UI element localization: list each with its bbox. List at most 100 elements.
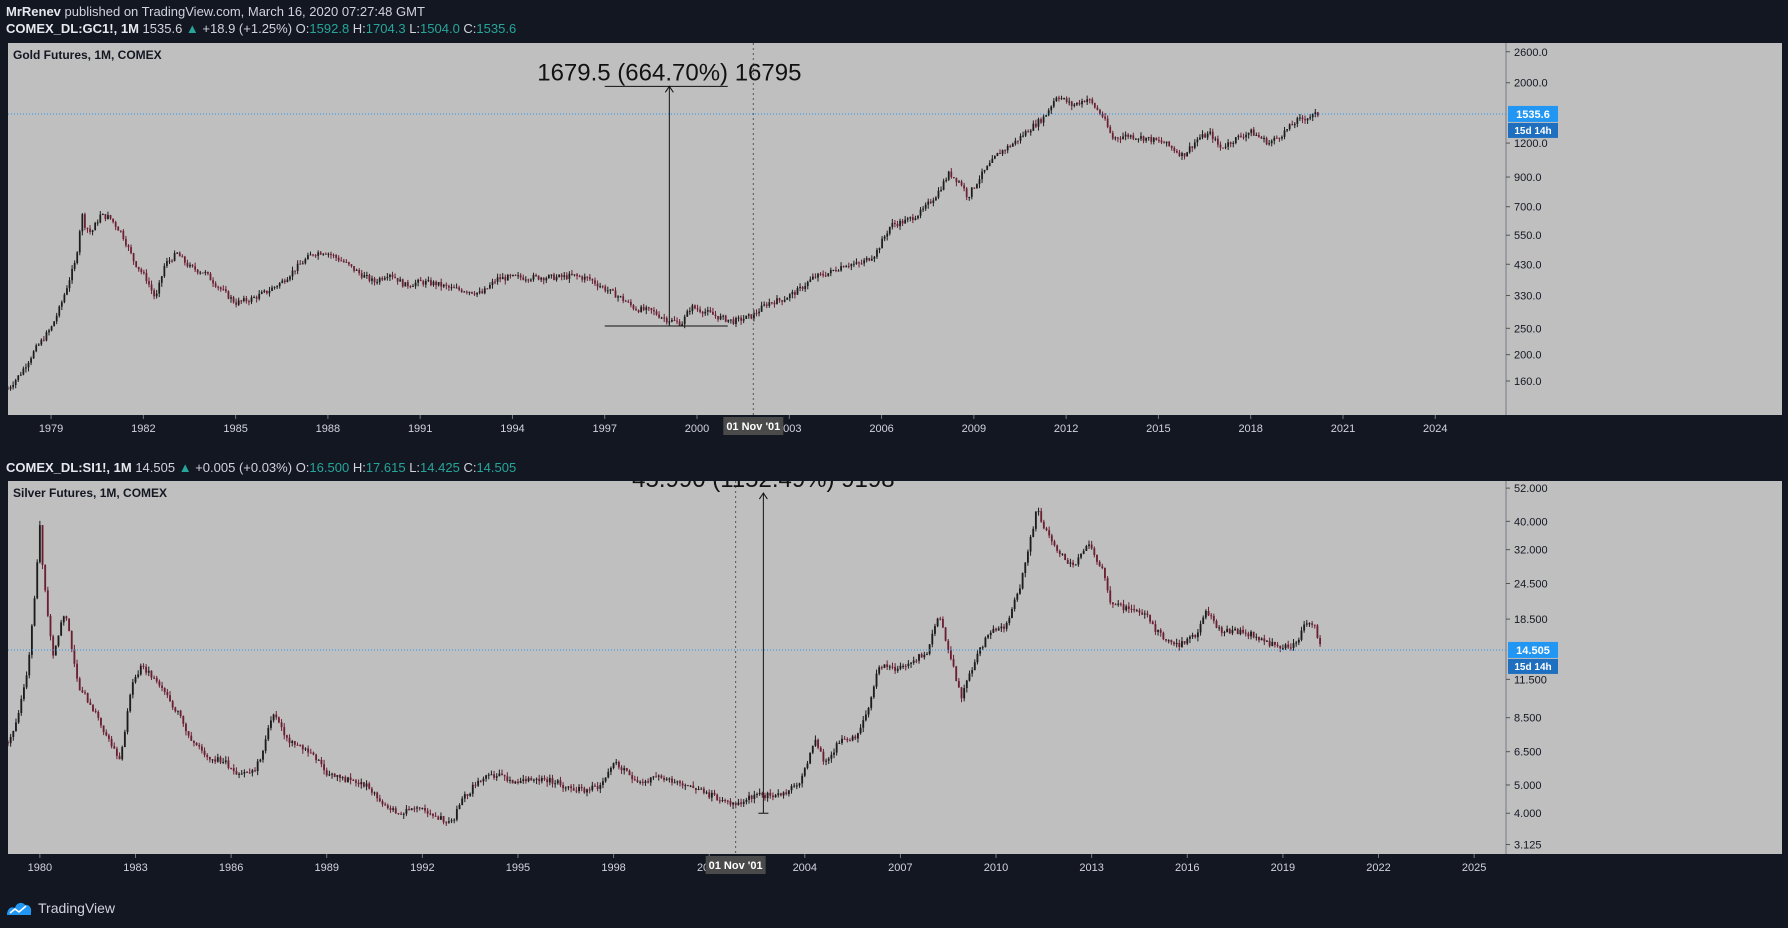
candle-body [1188,146,1191,153]
candle-body [671,778,673,783]
candle-body [519,275,522,278]
candle-body [1109,126,1112,133]
candle-body [463,794,466,799]
candle-body [572,788,575,791]
y-tick-label: 2000.0 [1514,78,1548,90]
candle-body [171,260,173,262]
candle-body [729,319,732,321]
candle-body [957,680,960,688]
up-arrow-icon: ▲ [185,21,199,36]
candle-body [1029,130,1032,133]
candle-body [25,675,28,688]
candle-body [427,280,430,282]
candle-body [347,777,349,783]
candle-body [1239,629,1242,635]
x-tick-label: 2013 [1079,862,1103,874]
candle-body [1068,101,1071,103]
candle-body [1138,610,1141,613]
candle-body [147,670,150,673]
candle-body [219,287,222,290]
candle-body [78,678,81,691]
candle-body [91,230,94,232]
candle-body [150,284,153,291]
candle-body [509,779,511,781]
author-name[interactable]: MrRenev [6,4,61,19]
candle-body [230,767,233,769]
candle-body [909,217,912,219]
gold-chart-panel[interactable]: Gold Futures, 1M, COMEX 2600.0 2000.0 1200.… [8,43,1782,453]
candle-body [421,808,424,810]
candle-body [740,317,742,321]
candle-body [809,279,812,282]
candle-body [348,262,350,265]
candle-body [965,680,968,689]
candle-body [478,291,481,293]
y-tick-label: 32.000 [1514,545,1548,557]
candle-body [787,790,790,795]
candle-body [126,711,129,732]
candle-body [1124,134,1127,137]
candle-body [519,781,522,784]
candle-body [1168,141,1171,146]
candle-body [391,274,394,277]
candle-body [495,776,498,778]
candle-body [778,298,781,301]
candle-body [1186,638,1189,644]
candle-body [770,302,773,304]
candle-body [1004,150,1007,152]
candle-body [1064,553,1067,560]
candle-body [1008,618,1011,623]
candle-body [1206,133,1209,138]
y-tick-label: 8.500 [1514,713,1542,725]
candle-body [683,316,686,325]
candle-body [335,255,337,258]
candle-body [1207,610,1210,616]
silver-chart[interactable]: Silver Futures, 1M, COMEX 52.000 40.000 32.… [8,481,1782,892]
candle-body [1019,135,1022,141]
candle-body [254,770,256,772]
candle-body [546,779,549,783]
candle-body [376,282,378,284]
candle-body [888,666,891,668]
candle-body [22,368,25,375]
candle-body [494,281,496,283]
gold-symbol[interactable]: COMEX_DL:GC1!, 1M [6,21,139,36]
candle-body [371,278,373,281]
candle-body [358,269,361,274]
candle-body [181,256,184,258]
candle-body [635,308,637,311]
candle-body [602,781,604,785]
candle-body [260,292,263,294]
candle-body [663,777,665,780]
silver-symbol[interactable]: COMEX_DL:SI1!, 1M [6,460,132,475]
up-arrow-icon: ▲ [178,460,192,475]
silver-chart-panel[interactable]: Silver Futures, 1M, COMEX 52.000 40.000 32.… [8,481,1782,892]
gold-chart[interactable]: Gold Futures, 1M, COMEX 2600.0 2000.0 1200.… [8,43,1782,453]
candle-body [1242,136,1245,138]
candle-body [883,236,886,239]
candle-body [1196,139,1199,143]
candle-body [445,822,448,824]
candle-body [1140,136,1142,139]
candle-body [108,735,110,739]
candle-body [878,248,881,250]
candle-body [988,162,991,166]
candle-body [607,771,610,778]
candle-body [155,293,158,297]
candle-body [840,266,842,271]
candle-body [458,804,461,810]
candle-body [248,772,251,774]
candle-body [458,287,461,290]
candle-body [785,792,788,795]
candle-body [617,762,620,768]
candle-body [201,272,204,274]
candle-body [1114,137,1117,139]
candle-body [349,777,352,780]
tradingview-footer[interactable]: TradingView [6,900,115,916]
candle-body [49,615,52,637]
candle-body [52,636,55,656]
candle-body [555,276,558,280]
candle-body [455,809,458,820]
candle-body [763,304,766,306]
candle-body [737,317,740,319]
